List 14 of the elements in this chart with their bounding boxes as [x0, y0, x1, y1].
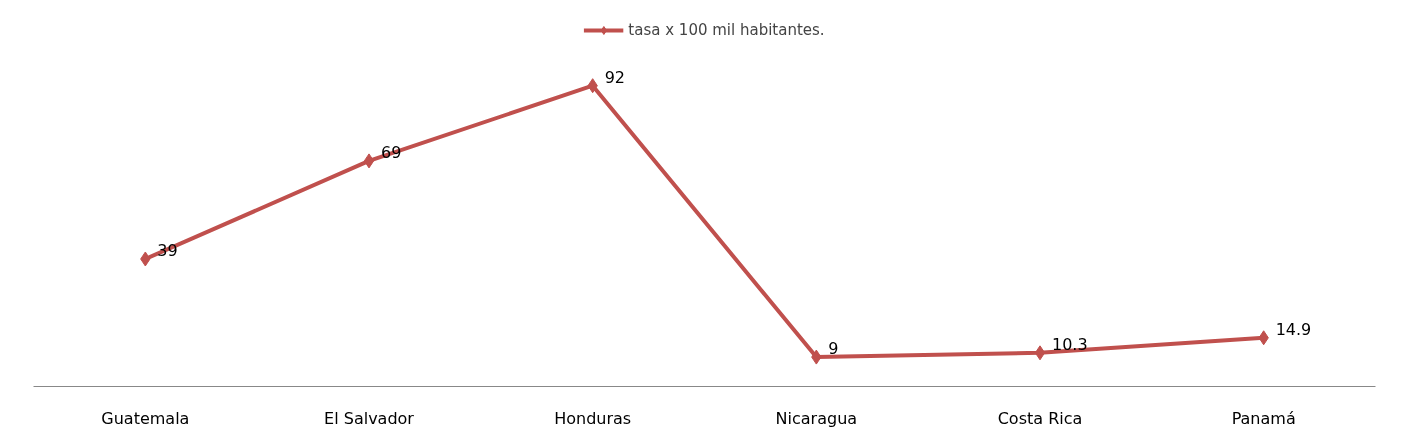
point: [363, 153, 375, 169]
data-label: 10.3: [1052, 334, 1088, 354]
x-tick-label: Honduras: [554, 408, 632, 428]
point: [1034, 345, 1046, 361]
x-tick-label: Nicaragua: [775, 408, 858, 428]
x-tick-label: El Salvador: [324, 408, 415, 428]
x-tick-label: Costa Rica: [997, 408, 1083, 428]
x-tick-label: Panamá: [1231, 408, 1296, 428]
x-tick-label: Guatemala: [101, 408, 190, 428]
data-label: 92: [604, 67, 626, 87]
data-label: 14.9: [1275, 319, 1312, 339]
data-label: 9: [828, 339, 839, 359]
data-label: 69: [381, 142, 402, 162]
legend-label: tasa x 100 mil habitantes.: [628, 21, 825, 39]
